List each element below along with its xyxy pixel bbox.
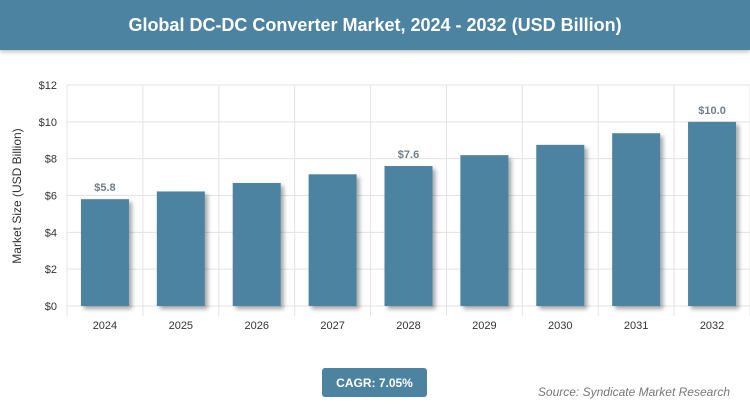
bar-2026	[232, 182, 281, 306]
bar-2029	[460, 155, 509, 306]
cagr-badge: CAGR: 7.05%	[322, 368, 427, 397]
x-tick-label: 2024	[93, 320, 117, 332]
y-tick-label: $6	[45, 191, 57, 203]
data-label: $7.6	[398, 149, 419, 161]
x-tick-label: 2026	[244, 320, 268, 332]
y-tick-label: $0	[45, 301, 57, 313]
data-label: $5.8	[94, 182, 115, 194]
x-tick-label: 2029	[472, 320, 496, 332]
y-axis-label: Market Size (USD Billion)	[10, 128, 24, 263]
bar-2024	[80, 199, 129, 306]
x-tick-label: 2032	[700, 320, 724, 332]
y-tick-label: $8	[45, 154, 57, 166]
data-label: $10.0	[698, 105, 726, 117]
source-note: Source: Syndicate Market Research	[537, 385, 730, 399]
bar-2031	[612, 133, 661, 306]
y-tick-label: $2	[45, 264, 57, 276]
x-tick-label: 2025	[169, 320, 193, 332]
bar-2030	[536, 144, 585, 306]
bar-2025	[156, 191, 205, 306]
y-tick-label: $12	[39, 80, 57, 92]
chart-title-banner: Global DC-DC Converter Market, 2024 - 20…	[0, 0, 750, 50]
x-tick-label: 2031	[624, 320, 648, 332]
chart-title: Global DC-DC Converter Market, 2024 - 20…	[128, 14, 622, 35]
y-tick-label: $4	[45, 227, 57, 239]
x-tick-label: 2030	[548, 320, 572, 332]
x-tick-label: 2027	[320, 320, 344, 332]
bar-2032	[688, 121, 737, 306]
bar-2028	[384, 166, 433, 306]
y-tick-label: $10	[39, 117, 57, 129]
bar-2027	[308, 174, 357, 306]
x-tick-label: 2028	[396, 320, 420, 332]
